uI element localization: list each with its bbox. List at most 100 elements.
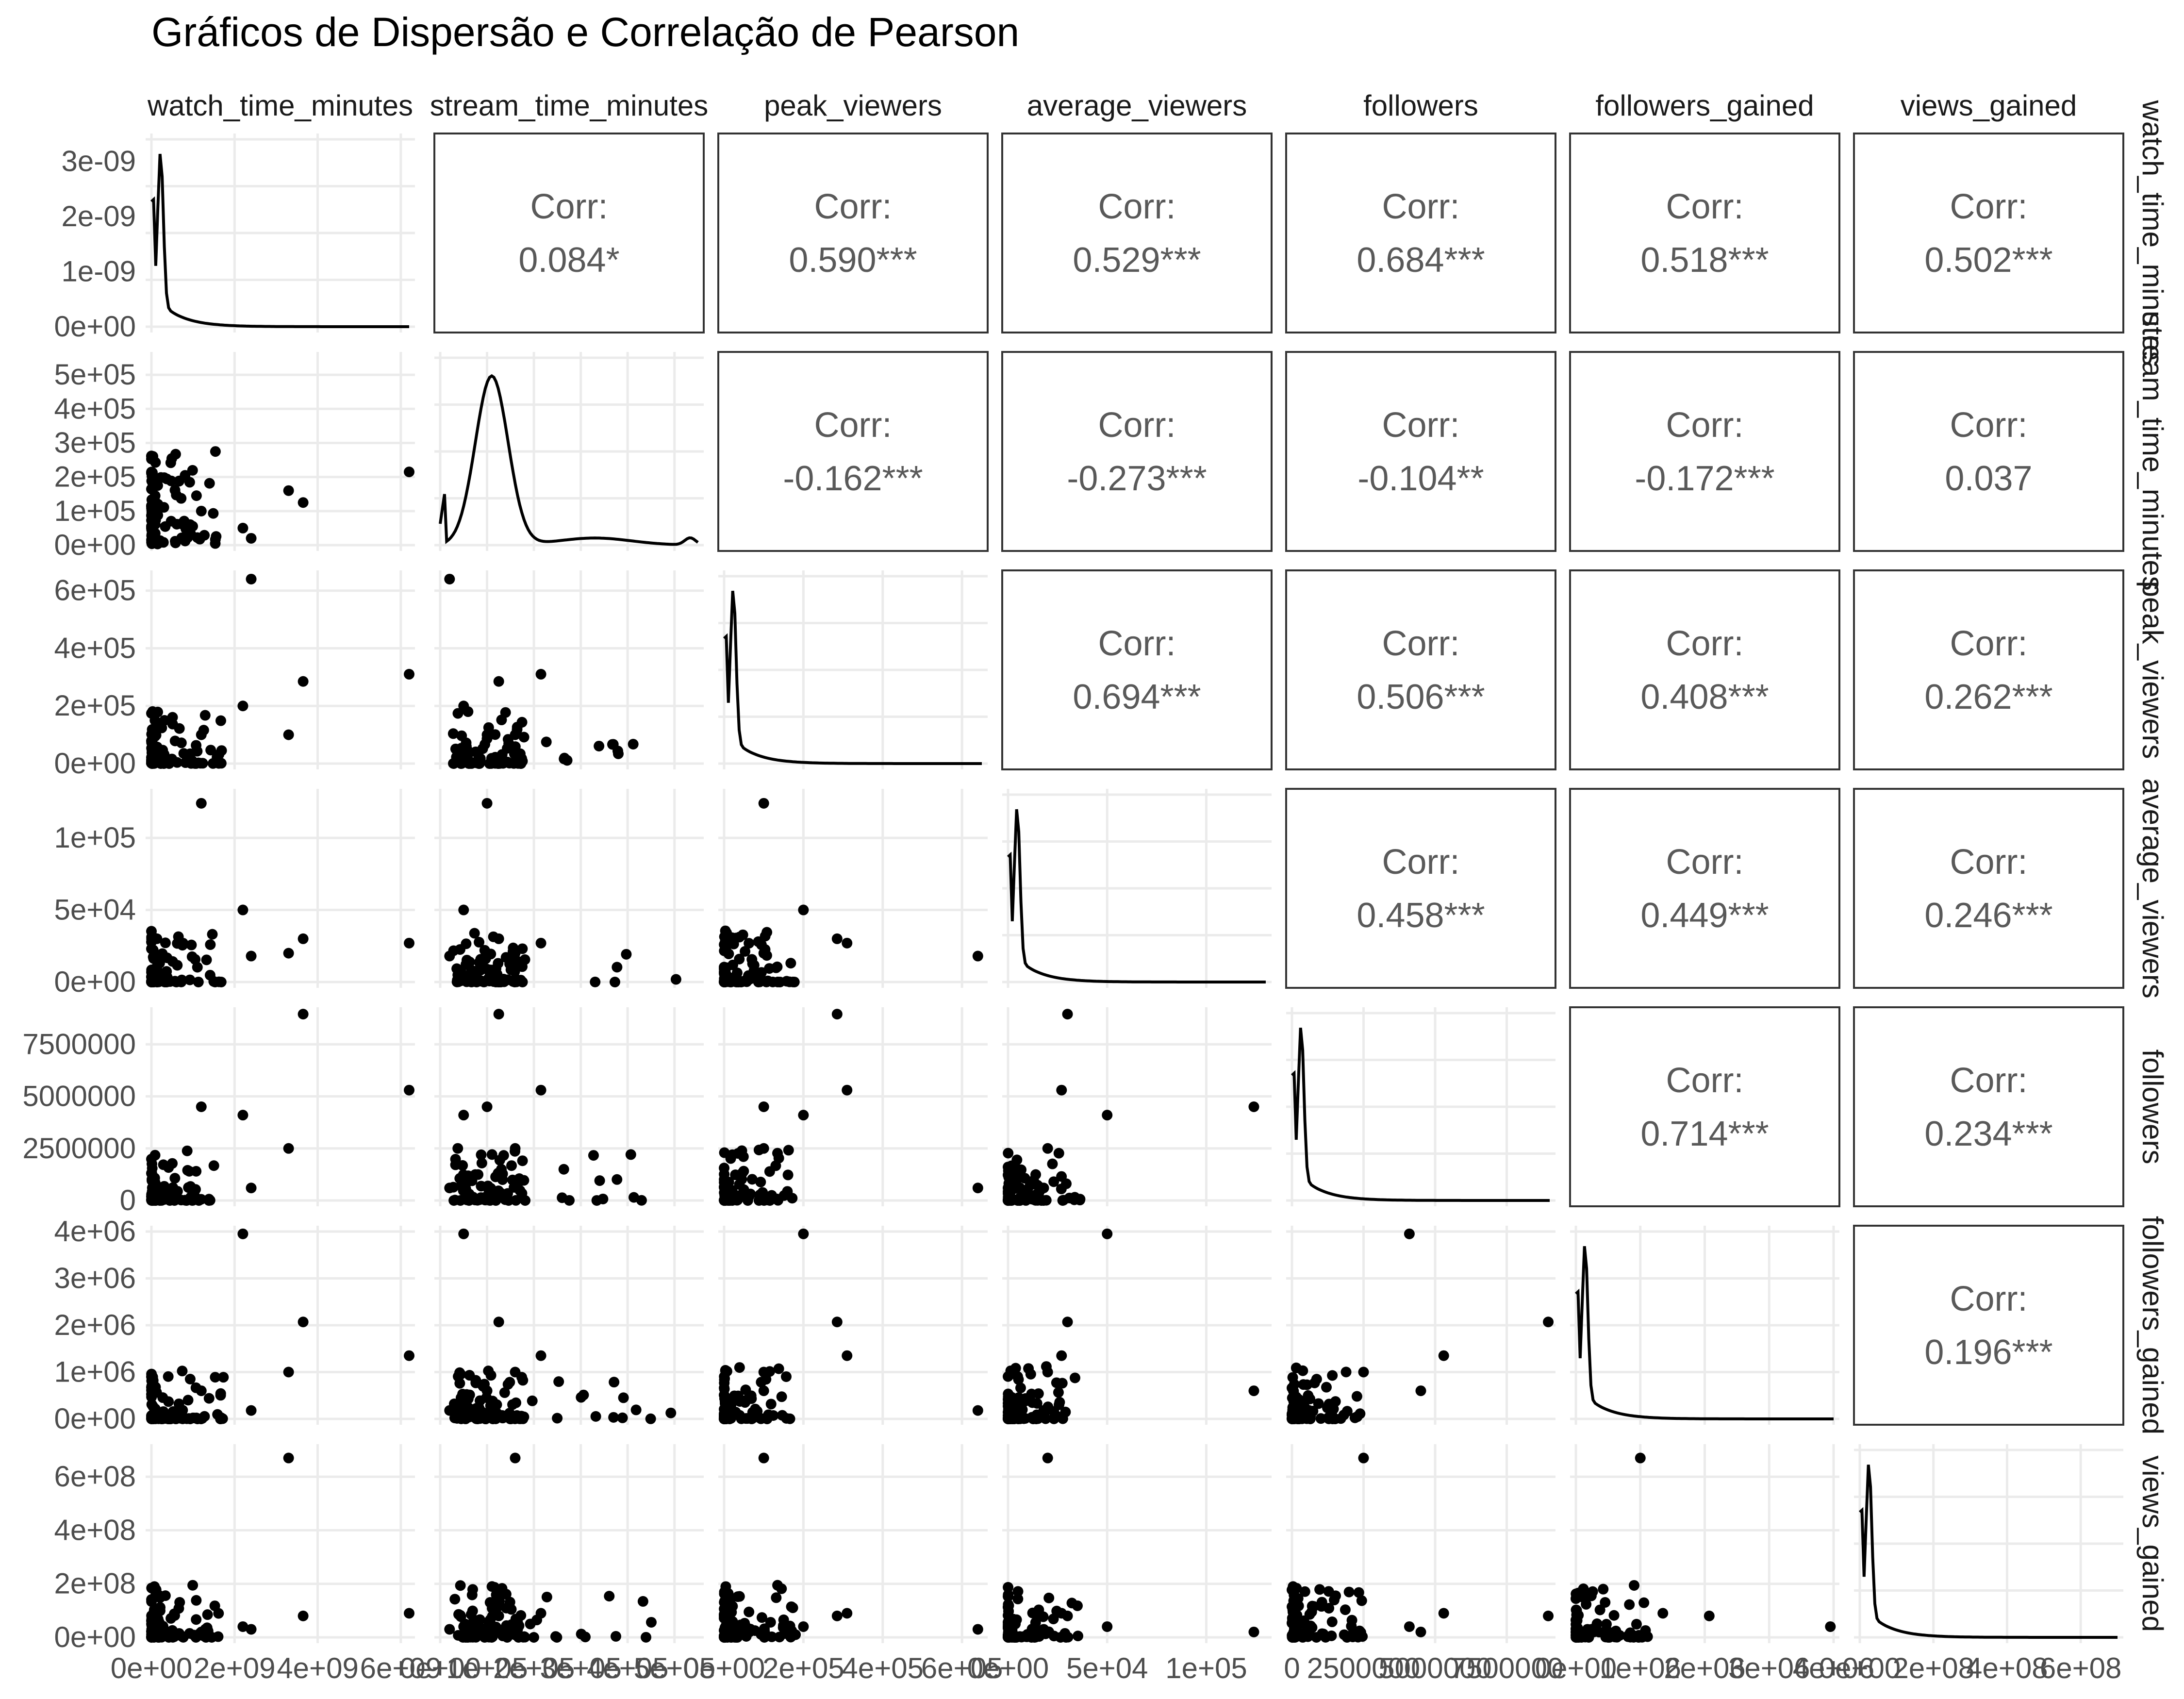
y-tick-label: 4e+05 xyxy=(54,392,136,425)
panel-stream_time_minutes-views_gained: Corr: 0.037 xyxy=(1853,351,2124,552)
scatter-point xyxy=(163,1371,174,1382)
scatter-point xyxy=(604,1591,615,1602)
scatter-point xyxy=(237,522,248,533)
scatter-point xyxy=(732,1194,743,1205)
scatter-point xyxy=(455,1369,466,1380)
scatter-point xyxy=(1571,1619,1582,1630)
y-tick-label: 6e+08 xyxy=(54,1460,136,1493)
scatter-point xyxy=(493,1167,504,1179)
scatter-point xyxy=(474,936,485,948)
scatter-point xyxy=(519,1632,530,1643)
x-tick-label: 2e+06 xyxy=(1664,1652,1746,1684)
scatter-point xyxy=(1571,1592,1582,1603)
corr-value: 0.449*** xyxy=(1640,896,1769,935)
scatter-point xyxy=(831,1610,843,1621)
scatter-point xyxy=(177,1366,188,1377)
scatter-point xyxy=(519,954,530,965)
scatter-point xyxy=(720,1365,731,1376)
scatter-point xyxy=(1062,1610,1073,1621)
scatter-point xyxy=(630,1404,642,1416)
scatter-point xyxy=(182,1395,194,1406)
scatter-point xyxy=(758,1626,769,1637)
scatter-point xyxy=(480,953,491,965)
y-tick-label: 1e+05 xyxy=(54,495,136,527)
x-tick-label: 6e+09 xyxy=(360,1652,442,1684)
scatter-point xyxy=(481,1101,493,1112)
scatter-point xyxy=(1326,1616,1338,1628)
corr-value: 0.084* xyxy=(518,241,619,280)
scatter-point xyxy=(723,1588,734,1599)
scatter-point xyxy=(842,937,853,949)
scatter-point xyxy=(1638,1597,1650,1608)
scatter-point xyxy=(771,962,782,973)
scatter-point xyxy=(1016,1164,1027,1175)
panel-average_viewers-followers: Corr: 0.458*** xyxy=(1285,788,1556,989)
scatter-point xyxy=(486,1149,497,1160)
scatter-point xyxy=(150,1413,161,1424)
scatter-point xyxy=(184,974,196,985)
scatter-point xyxy=(1038,1624,1049,1635)
scatter-point xyxy=(1038,1405,1049,1416)
corr-box xyxy=(1285,788,1556,989)
scatter-point xyxy=(749,1625,761,1636)
density-curve xyxy=(1574,1246,1834,1420)
corr-value: 0.037 xyxy=(1945,459,2032,498)
scatter-point xyxy=(174,1597,185,1608)
y-tick-label: 0e+00 xyxy=(54,529,136,561)
scatter-point xyxy=(206,1632,217,1643)
corr-box xyxy=(1285,569,1556,770)
scatter-point xyxy=(184,1374,196,1385)
scatter-point xyxy=(1043,1592,1055,1603)
scatter-point xyxy=(535,937,546,949)
scatter-point xyxy=(590,976,601,987)
scatter-point xyxy=(758,1385,769,1397)
scatter-point xyxy=(764,1166,775,1177)
scatter-point xyxy=(1248,1101,1259,1112)
scatter-point xyxy=(404,1350,414,1361)
corr-box xyxy=(1853,788,2124,989)
scatter-point xyxy=(736,1145,747,1156)
scatter-point xyxy=(535,1350,546,1361)
scatter-point xyxy=(158,1194,169,1205)
x-tick-label: 0e+00 xyxy=(1535,1652,1617,1684)
scatter-point xyxy=(463,1195,475,1206)
scatter-point xyxy=(485,1370,496,1381)
scatter-point xyxy=(516,1188,528,1199)
scatter-point xyxy=(1003,1589,1014,1600)
scatter-point xyxy=(458,1185,469,1196)
scatter-point xyxy=(462,757,473,768)
scatter-point xyxy=(787,1602,798,1614)
scatter-point xyxy=(283,485,294,496)
scatter-point xyxy=(562,755,573,766)
scatter-point xyxy=(404,1608,414,1619)
scatter-point xyxy=(493,976,504,987)
scatter-point xyxy=(210,1372,221,1383)
x-tick-label: 1e+05 xyxy=(446,1652,528,1684)
scatter-point xyxy=(1608,1610,1620,1621)
x-tick-label: 2e+05 xyxy=(762,1652,844,1684)
scatter-point xyxy=(1598,1583,1609,1595)
scatter-point xyxy=(146,507,157,518)
scatter-point xyxy=(196,1194,207,1205)
scatter-point xyxy=(1353,1587,1364,1598)
corr-value: 0.262*** xyxy=(1924,678,2052,716)
scatter-point xyxy=(449,1413,460,1424)
strip-top-average_viewers: average_viewers xyxy=(1027,89,1247,122)
scatter-point xyxy=(612,962,623,973)
scatter-point xyxy=(183,1182,194,1193)
panel-peak_viewers-stream_time_minutes xyxy=(434,570,704,769)
scatter-point xyxy=(487,1396,498,1407)
scatter-point xyxy=(1007,1632,1018,1643)
corr-value: 0.590*** xyxy=(789,241,917,280)
corr-box xyxy=(1853,133,2124,333)
corr-value: 0.196*** xyxy=(1924,1333,2052,1372)
scatter-point xyxy=(1013,1374,1024,1385)
scatter-point xyxy=(485,757,496,768)
panel-views_gained-views_gained xyxy=(1854,1444,2123,1643)
scatter-point xyxy=(972,950,983,962)
scatter-point xyxy=(609,1377,620,1388)
scatter-point xyxy=(1628,1580,1639,1591)
scatter-point xyxy=(784,1413,795,1424)
scatter-point xyxy=(452,1143,463,1154)
scatter-point xyxy=(1003,1148,1014,1159)
